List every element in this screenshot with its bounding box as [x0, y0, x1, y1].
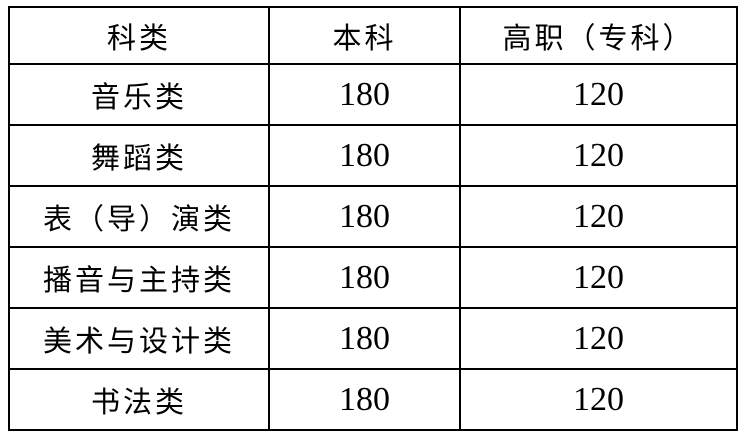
table-row: 美术与设计类 180 120 [8, 307, 738, 370]
table-row: 书法类 180 120 [8, 368, 738, 431]
cell-vocational-score: 120 [459, 246, 738, 309]
cell-category: 美术与设计类 [8, 307, 270, 370]
cell-vocational-score: 120 [459, 63, 738, 126]
cell-undergraduate-score: 180 [268, 246, 461, 309]
table-row: 表（导）演类 180 120 [8, 185, 738, 248]
table-row: 舞蹈类 180 120 [8, 124, 738, 187]
cell-vocational-score: 120 [459, 185, 738, 248]
cell-category: 表（导）演类 [8, 185, 270, 248]
header-cell-vocational: 高职（专科） [459, 6, 738, 65]
cell-category: 书法类 [8, 368, 270, 431]
table-row: 播音与主持类 180 120 [8, 246, 738, 309]
cell-vocational-score: 120 [459, 368, 738, 431]
cell-undergraduate-score: 180 [268, 368, 461, 431]
cell-category: 舞蹈类 [8, 124, 270, 187]
cell-category: 播音与主持类 [8, 246, 270, 309]
cell-vocational-score: 120 [459, 124, 738, 187]
cell-undergraduate-score: 180 [268, 185, 461, 248]
cell-undergraduate-score: 180 [268, 124, 461, 187]
table-row: 音乐类 180 120 [8, 63, 738, 126]
header-cell-category: 科类 [8, 6, 270, 65]
cell-undergraduate-score: 180 [268, 63, 461, 126]
header-cell-undergraduate: 本科 [268, 6, 461, 65]
score-cutoff-table: 科类 本科 高职（专科） 音乐类 180 120 舞蹈类 180 120 表（导… [8, 6, 738, 431]
table-header-row: 科类 本科 高职（专科） [8, 6, 738, 65]
cell-category: 音乐类 [8, 63, 270, 126]
cell-undergraduate-score: 180 [268, 307, 461, 370]
cell-vocational-score: 120 [459, 307, 738, 370]
